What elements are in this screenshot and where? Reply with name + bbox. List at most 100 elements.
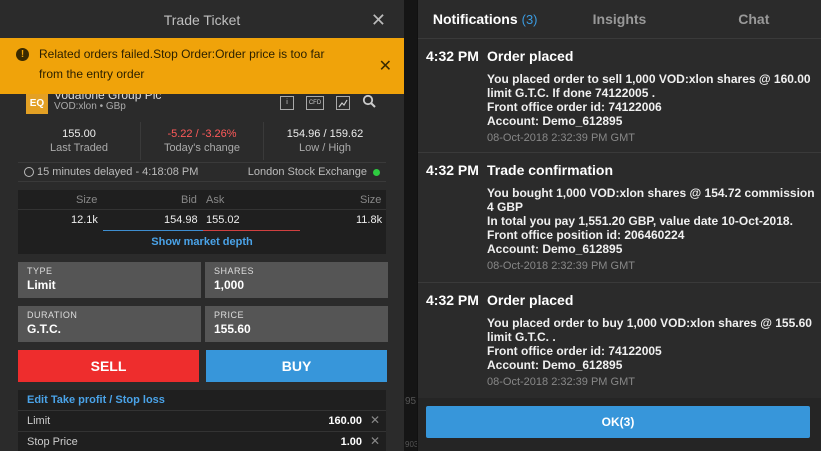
notification-time: 4:32 PM bbox=[426, 162, 479, 178]
warning-icon: ! bbox=[16, 48, 29, 61]
show-market-depth-link[interactable]: Show market depth bbox=[151, 236, 253, 248]
instrument-type-badge: EQ bbox=[26, 92, 48, 114]
todays-change-label: Today's change bbox=[163, 142, 241, 154]
stop-price-label: Stop Price bbox=[27, 436, 78, 448]
notification-line: Account: Demo_612895 bbox=[487, 114, 623, 128]
tab-notifications[interactable]: Notifications (3) bbox=[418, 0, 552, 38]
last-traded-value: 155.00 bbox=[62, 128, 96, 140]
duration-value: G.T.C. bbox=[27, 322, 62, 336]
size-ask-header: Size bbox=[360, 194, 382, 206]
info-icon[interactable]: i bbox=[280, 95, 294, 110]
order-type-select[interactable]: TYPE Limit bbox=[18, 262, 201, 298]
remove-limit-icon[interactable]: ✕ bbox=[369, 413, 380, 427]
exchange-name: London Stock Exchange bbox=[247, 166, 367, 178]
search-icon[interactable] bbox=[362, 94, 376, 111]
currency-text: GBp bbox=[105, 101, 126, 112]
shares-input[interactable]: SHARES 1,000 bbox=[205, 262, 388, 298]
edit-tp-sl-link[interactable]: Edit Take profit / Stop loss bbox=[27, 394, 165, 406]
notification-body: You bought 1,000 VOD:xlon shares @ 154.7… bbox=[487, 186, 817, 273]
clock-icon bbox=[24, 167, 34, 177]
duration-select[interactable]: DURATION G.T.C. bbox=[18, 306, 201, 342]
tab-chat[interactable]: Chat bbox=[738, 11, 770, 27]
price-input[interactable]: PRICE 155.60 bbox=[205, 306, 388, 342]
notification-title: Order placed bbox=[487, 292, 574, 308]
sell-button[interactable]: SELL bbox=[18, 350, 199, 382]
tab-insights[interactable]: Insights bbox=[592, 11, 647, 27]
limit-row: Limit 160.00 ✕ bbox=[18, 410, 386, 430]
ok-button[interactable]: OK(3) bbox=[426, 406, 810, 438]
stop-price-row: Stop Price 1.00 ✕ bbox=[18, 431, 386, 451]
depth-divider bbox=[18, 209, 386, 210]
notification-item: 4:32 PM Trade confirmation You bought 1,… bbox=[418, 153, 821, 283]
notification-title: Order placed bbox=[487, 48, 574, 64]
notification-date: 08-Oct-2018 2:32:39 PM GMT bbox=[487, 260, 635, 272]
notification-line: You placed order to buy 1,000 VOD:xlon s… bbox=[487, 316, 812, 344]
notification-count: (3) bbox=[521, 11, 538, 27]
instrument-toolbar: i CFD bbox=[280, 94, 376, 111]
notification-line: Front office order id: 74122006 bbox=[487, 100, 662, 114]
chart-icon[interactable] bbox=[336, 95, 350, 110]
alert-message: Related orders failed.Stop Order:Order p… bbox=[39, 47, 325, 81]
notification-line: You bought 1,000 VOD:xlon shares @ 154.7… bbox=[487, 186, 815, 214]
todays-change-value: -5.22 / -3.26% bbox=[167, 128, 237, 140]
shares-label: SHARES bbox=[214, 266, 255, 276]
low-high-label: Low / High bbox=[299, 142, 351, 154]
notification-body: You placed order to buy 1,000 VOD:xlon s… bbox=[487, 316, 817, 389]
close-icon[interactable]: ✕ bbox=[370, 10, 386, 30]
shares-value: 1,000 bbox=[214, 278, 245, 292]
notification-time: 4:32 PM bbox=[426, 292, 479, 308]
remove-stop-icon[interactable]: ✕ bbox=[369, 434, 380, 448]
delay-text: 15 minutes delayed - 4:18:08 PM bbox=[37, 166, 199, 178]
stat-todays-change: -5.22 / -3.26% Today's change bbox=[141, 122, 264, 160]
bid-value[interactable]: 154.98 bbox=[164, 214, 198, 226]
limit-label: Limit bbox=[27, 415, 51, 427]
duration-label: DURATION bbox=[27, 310, 78, 320]
notification-line: In total you pay 1,551.20 GBP, value dat… bbox=[487, 214, 793, 228]
limit-value[interactable]: 160.00 bbox=[328, 415, 362, 427]
trade-ticket-panel: Trade Ticket ✕ ! Related orders failed.S… bbox=[0, 0, 404, 451]
notification-line: You placed order to sell 1,000 VOD:xlon … bbox=[487, 72, 811, 100]
notification-date: 08-Oct-2018 2:32:39 PM GMT bbox=[487, 376, 635, 388]
take-profit-stop-loss: Edit Take profit / Stop loss Limit 160.0… bbox=[18, 390, 386, 451]
market-depth: Size Bid Ask Size 12.1k 154.98 155.02 11… bbox=[18, 190, 386, 254]
price-label: PRICE bbox=[214, 310, 245, 320]
notification-body: You placed order to sell 1,000 VOD:xlon … bbox=[487, 72, 817, 145]
notifications-panel: Notifications (3) Insights Chat 4:32 PM … bbox=[417, 0, 821, 451]
bid-header: Bid bbox=[181, 194, 197, 206]
notification-title: Trade confirmation bbox=[487, 162, 614, 178]
stat-low-high: 154.96 / 159.62 Low / High bbox=[264, 122, 386, 160]
ticket-title: Trade Ticket bbox=[163, 11, 241, 28]
notification-line: Front office position id: 206460224 bbox=[487, 228, 685, 242]
notification-time: 4:32 PM bbox=[426, 48, 479, 64]
notification-item: 4:32 PM Order placed You placed order to… bbox=[418, 283, 821, 398]
ask-value[interactable]: 155.02 bbox=[206, 214, 240, 226]
alert-close-icon[interactable]: ✕ bbox=[378, 58, 392, 75]
ask-header: Ask bbox=[206, 194, 225, 206]
tab-notifications-label: Notifications bbox=[432, 11, 518, 27]
cfd-icon[interactable]: CFD bbox=[306, 95, 324, 110]
strip-text: 903 bbox=[405, 440, 419, 449]
size-ask-value: 11.8k bbox=[356, 214, 383, 226]
delay-row: 15 minutes delayed - 4:18:08 PM London S… bbox=[18, 162, 386, 182]
status-dot-icon bbox=[373, 168, 380, 176]
low-high-value: 154.96 / 159.62 bbox=[286, 128, 364, 140]
size-bid-value: 12.1k bbox=[71, 214, 98, 226]
notification-tabs: Notifications (3) Insights Chat bbox=[418, 0, 821, 39]
notification-line: Front office order id: 74122005 bbox=[487, 344, 662, 358]
stat-last-traded: 155.00 Last Traded bbox=[18, 122, 141, 160]
buy-button[interactable]: BUY bbox=[206, 350, 387, 382]
notification-item: 4:32 PM Order placed You placed order to… bbox=[418, 39, 821, 153]
price-value: 155.60 bbox=[214, 322, 251, 336]
ok-footer: OK(3) bbox=[418, 398, 821, 451]
instrument-symbol: VOD:xlon • GBp bbox=[54, 101, 126, 112]
stop-price-value[interactable]: 1.00 bbox=[340, 436, 362, 448]
error-alert: ! Related orders failed.Stop Order:Order… bbox=[0, 38, 404, 94]
strip-text: 95 bbox=[405, 396, 417, 407]
size-bid-header: Size bbox=[76, 194, 98, 206]
last-traded-label: Last Traded bbox=[49, 142, 109, 154]
notification-line: Account: Demo_612895 bbox=[487, 242, 623, 256]
bid-bar bbox=[103, 230, 203, 231]
notification-date: 08-Oct-2018 2:32:39 PM GMT bbox=[487, 132, 635, 144]
type-label: TYPE bbox=[27, 266, 53, 276]
exchange-info: London Stock Exchange bbox=[248, 166, 380, 178]
